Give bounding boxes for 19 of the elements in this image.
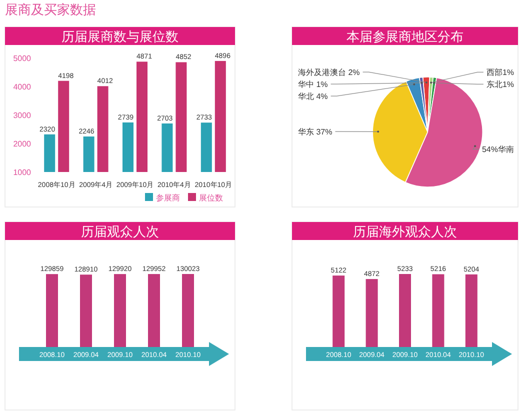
slice-label: 华东 37% [298, 128, 332, 137]
slice-label: 西部1% [486, 68, 514, 78]
slice-label: 54%华南 [482, 145, 514, 154]
slice-label: 东北1% [486, 80, 514, 90]
slice-label: 海外及港澳台 2% [298, 68, 360, 78]
y-tick-label: 5000 [13, 54, 32, 63]
y-tick-label: 4000 [13, 82, 32, 92]
chart-title: 历届观众人次 [81, 224, 159, 239]
y-tick-label: 1000 [13, 168, 32, 177]
y-tick-label: 2000 [13, 140, 32, 148]
chart-title: 历届海外观众人次 [353, 224, 457, 239]
legend-label: 展位数 [199, 194, 223, 202]
legend-label: 参展商 [156, 194, 180, 202]
text: 展商及买家数据 [5, 2, 96, 17]
chart-title: 本届参展商地区分布 [346, 29, 464, 44]
chart-title: 历届展商数与展位数 [62, 29, 178, 44]
slice-label: 华北 4% [298, 92, 328, 102]
slice-label: 华中 1% [298, 80, 328, 90]
y-tick-label: 3000 [13, 111, 32, 120]
